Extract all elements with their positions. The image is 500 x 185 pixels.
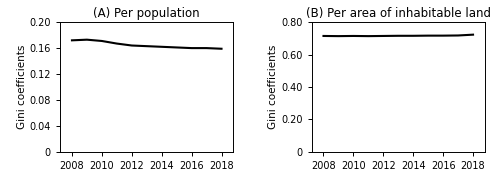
Y-axis label: Gini coefficients: Gini coefficients — [16, 45, 26, 129]
Y-axis label: Gini coefficients: Gini coefficients — [268, 45, 278, 129]
Title: (B) Per area of inhabitable land: (B) Per area of inhabitable land — [306, 7, 491, 20]
Title: (A) Per population: (A) Per population — [94, 7, 200, 20]
